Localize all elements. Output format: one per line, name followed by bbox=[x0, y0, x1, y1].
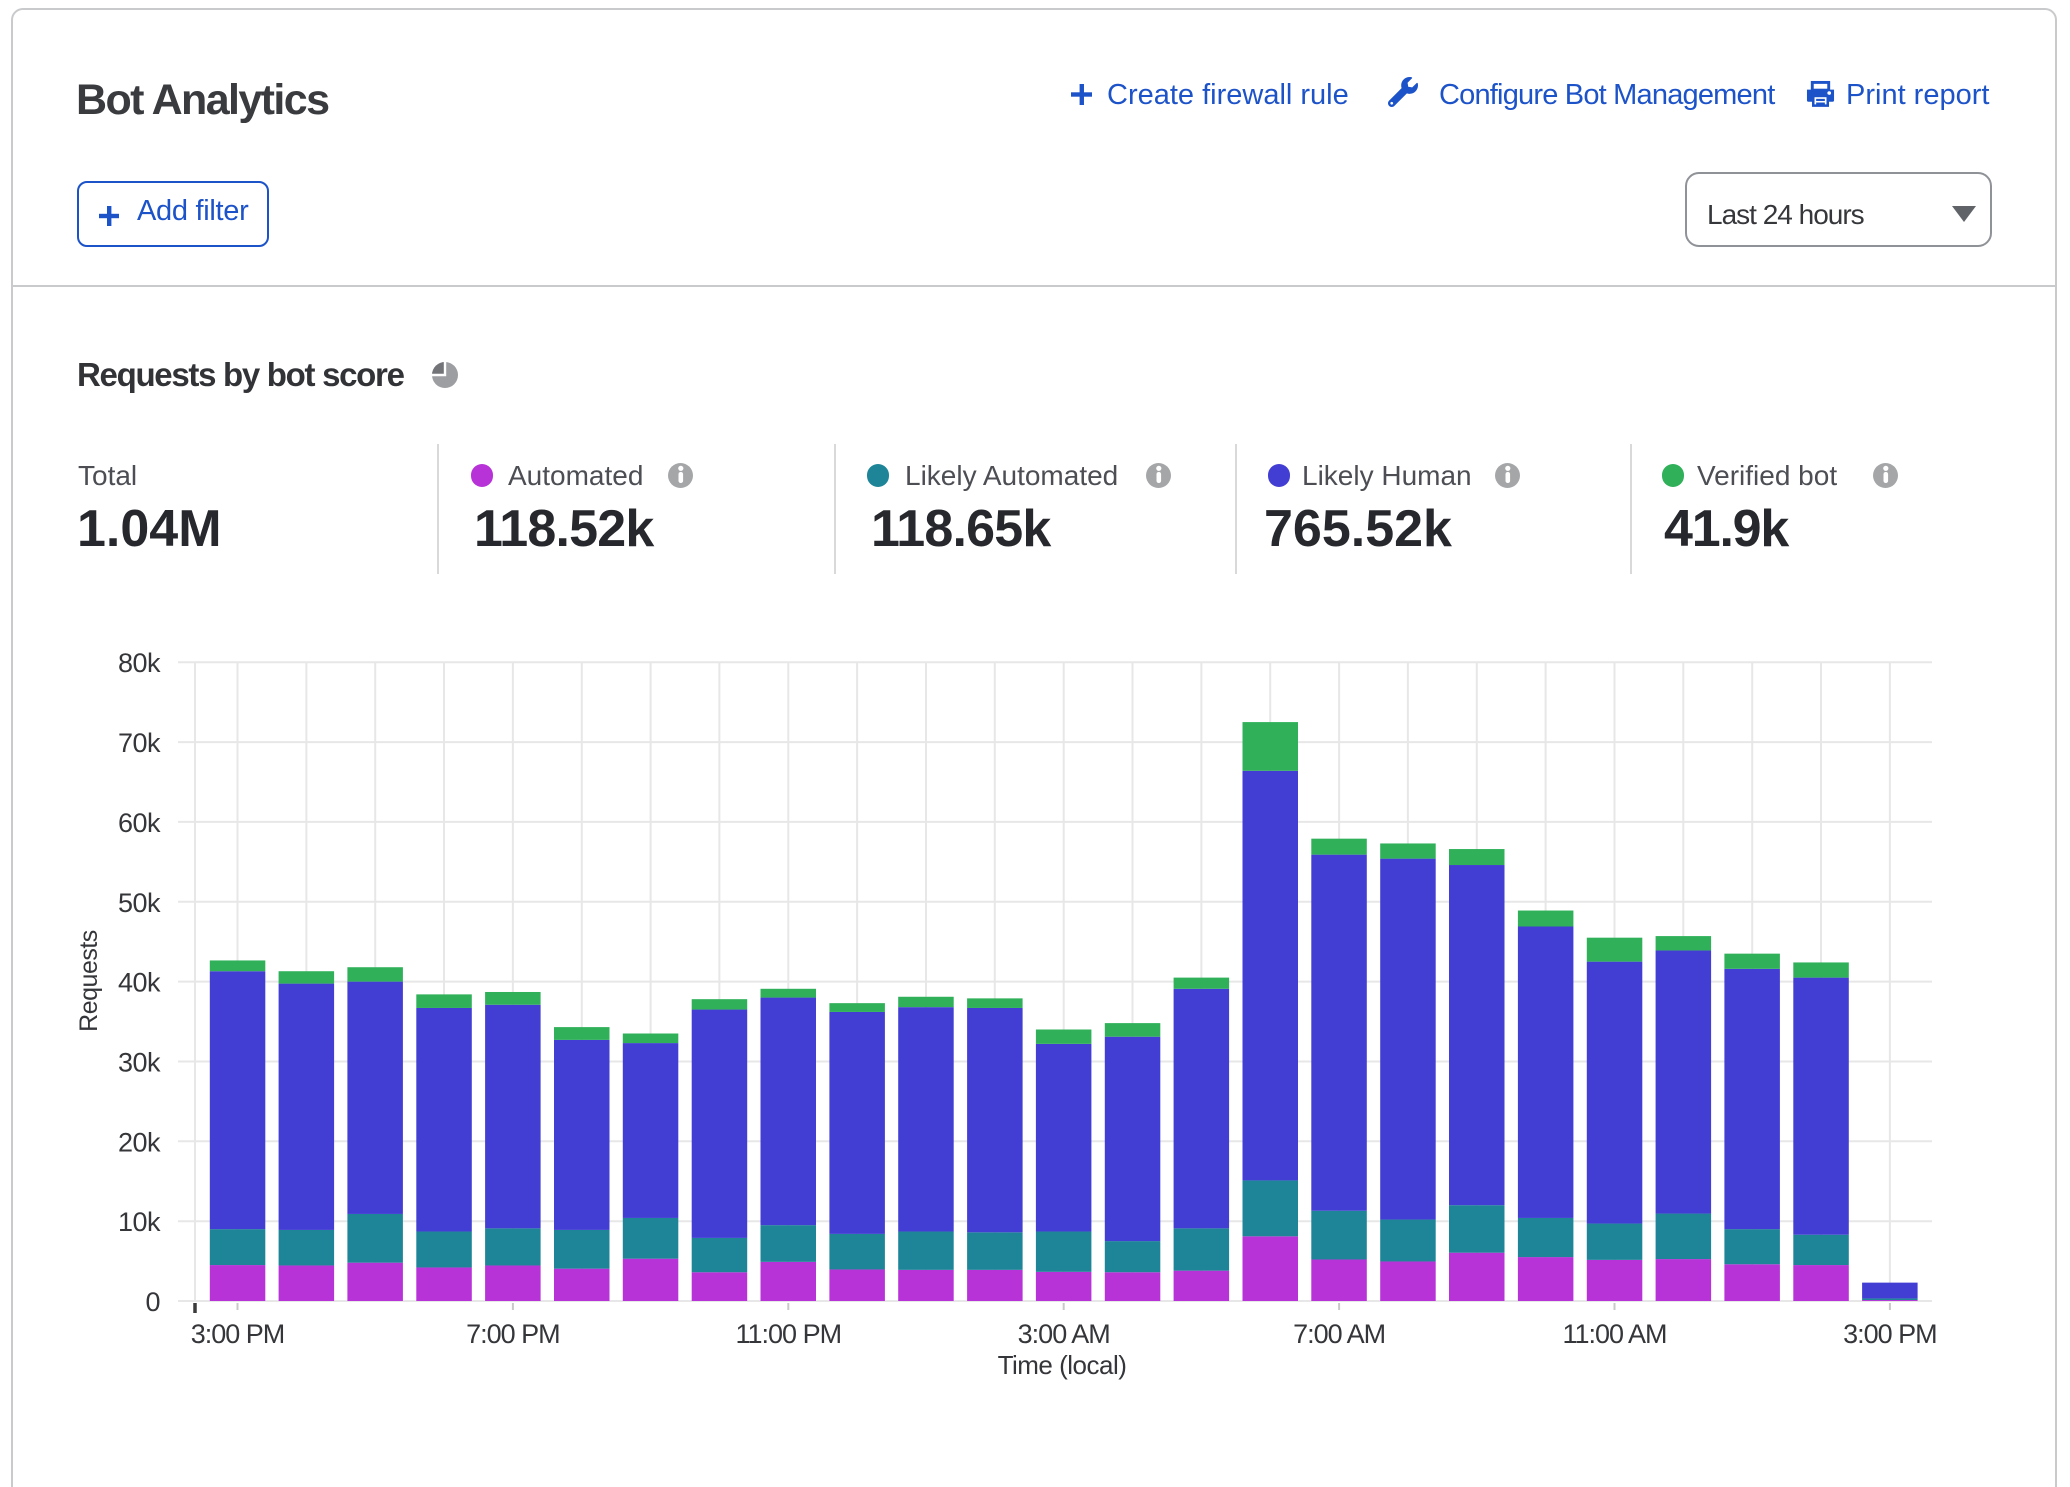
svg-text:11:00 AM: 11:00 AM bbox=[1562, 1319, 1666, 1349]
svg-text:70k: 70k bbox=[118, 728, 161, 758]
svg-text:3:00 AM: 3:00 AM bbox=[1018, 1319, 1110, 1349]
svg-text:0: 0 bbox=[145, 1287, 160, 1317]
svg-text:Requests: Requests bbox=[75, 930, 103, 1032]
svg-text:60k: 60k bbox=[118, 808, 161, 838]
svg-text:50k: 50k bbox=[118, 888, 161, 918]
svg-text:30k: 30k bbox=[118, 1048, 161, 1078]
svg-text:Time (local): Time (local) bbox=[998, 1350, 1127, 1380]
svg-text:40k: 40k bbox=[118, 968, 161, 998]
svg-text:3:00 PM: 3:00 PM bbox=[191, 1319, 285, 1349]
svg-text:20k: 20k bbox=[118, 1127, 161, 1157]
svg-text:11:00 PM: 11:00 PM bbox=[736, 1319, 842, 1349]
svg-text:80k: 80k bbox=[118, 648, 161, 678]
svg-text:7:00 AM: 7:00 AM bbox=[1293, 1319, 1385, 1349]
svg-text:3:00 PM: 3:00 PM bbox=[1843, 1319, 1937, 1349]
svg-text:7:00 PM: 7:00 PM bbox=[466, 1319, 560, 1349]
svg-text:10k: 10k bbox=[118, 1207, 161, 1237]
